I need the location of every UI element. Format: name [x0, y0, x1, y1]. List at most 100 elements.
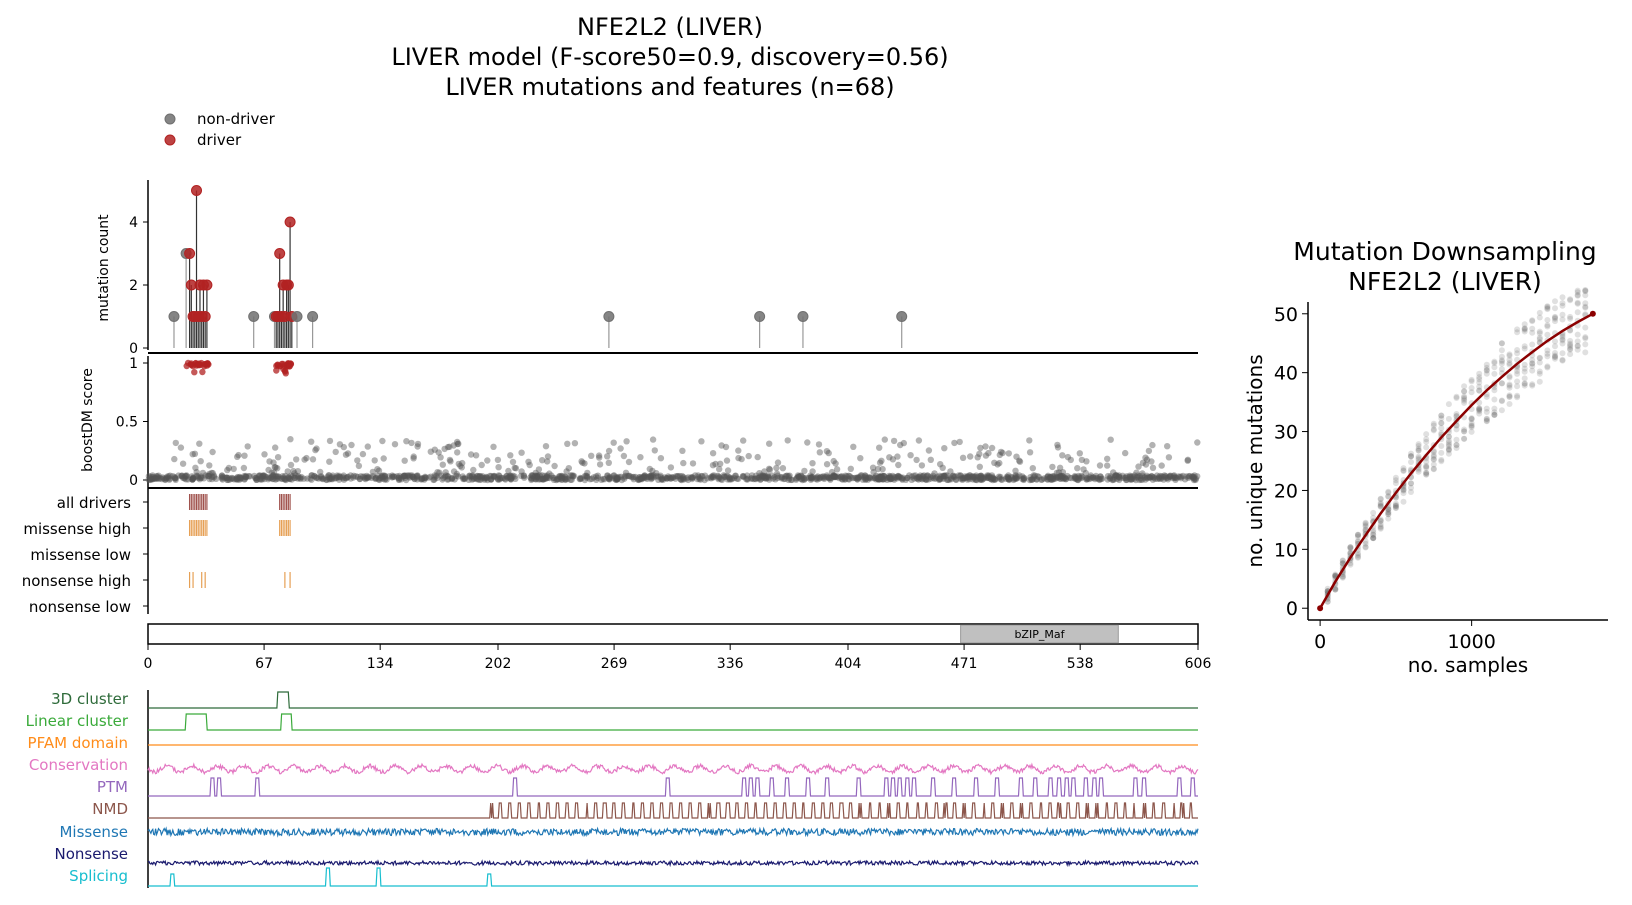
boostdm-point [533, 474, 541, 481]
boostdm-point [543, 473, 551, 481]
boostdm-point [984, 474, 991, 482]
downsampling-sample-point [1461, 393, 1468, 400]
downsampling-title-line-2: NFE2L2 (LIVER) [1348, 267, 1542, 296]
boostdm-point [484, 457, 491, 464]
downsampling-sample-point [1461, 394, 1468, 401]
boostdm-point [1028, 476, 1036, 483]
boostdm-point [915, 437, 923, 444]
downsampling-sample-point [1559, 336, 1566, 343]
boostdm-point [376, 476, 383, 484]
boostdm-point [748, 472, 756, 479]
boostdm-point [782, 473, 789, 480]
boostdm-point [757, 472, 764, 479]
boostdm-point [308, 476, 315, 483]
boostdm-point [941, 472, 948, 480]
boostdm-point [793, 475, 800, 482]
boostdm-point [527, 474, 534, 481]
boostdm-point [473, 475, 481, 483]
boostdm-point [666, 474, 673, 481]
boostdm-point [404, 472, 412, 479]
boostdm-point [648, 472, 655, 480]
boostdm-point [1068, 474, 1075, 482]
boostdm-point [502, 476, 509, 483]
boostdm-point [538, 472, 546, 479]
boostdm-point [1122, 476, 1130, 484]
downsampling-sample-point [1461, 435, 1468, 442]
lollipop-nondriver-point [754, 311, 766, 322]
boostdm-point [218, 475, 226, 482]
boostdm-point [916, 474, 923, 481]
boostdm-point [336, 472, 343, 479]
boostdm-point [313, 474, 320, 482]
boostdm-point [979, 475, 987, 483]
boostdm-point [880, 476, 887, 483]
downsampling-sample-point [1552, 355, 1558, 362]
boostdm-point [766, 466, 774, 473]
boostdm-point [694, 472, 702, 479]
boostdm-point [768, 472, 776, 479]
boostdm-point [716, 474, 723, 481]
downsampling-sample-point [1385, 509, 1392, 516]
boostdm-point [434, 469, 441, 476]
boostdm-point [1163, 474, 1170, 482]
boostdm-point [1074, 476, 1082, 484]
boostdm-point [630, 473, 637, 481]
boostdm-point [667, 475, 674, 482]
boostdm-point [1044, 473, 1051, 481]
boostdm-point [808, 475, 816, 482]
feature-label: Nonsense [55, 845, 129, 863]
boostdm-point [1142, 454, 1149, 461]
downsampling-sample-point [1521, 375, 1528, 382]
boostdm-point [562, 476, 569, 484]
boostdm-point [977, 475, 984, 482]
feature-track-line [148, 802, 1198, 819]
boostdm-point [835, 474, 843, 482]
boostdm-point [1049, 474, 1057, 482]
boostdm-point [406, 474, 413, 481]
boostdm-point [267, 474, 274, 482]
boostdm-point [1143, 472, 1151, 479]
boostdm-point [264, 474, 271, 481]
boostdm-point [242, 473, 250, 480]
boostdm-point [241, 476, 248, 483]
boostdm-point [506, 473, 513, 480]
downsampling-ytick-label: 50 [1274, 304, 1298, 326]
boostdm-point [614, 475, 621, 482]
downsampling-sample-point [1574, 343, 1581, 350]
downsampling-sample-point [1430, 456, 1437, 463]
boostdm-point [287, 436, 294, 443]
boostdm-point [1057, 473, 1065, 480]
boostdm-point [1046, 473, 1054, 481]
boostdm-point [148, 473, 155, 480]
boostdm-point [761, 474, 769, 482]
boostdm-ylabel: boostDM score [80, 368, 96, 472]
downsampling-sample-point [1370, 527, 1377, 534]
boostdm-point [708, 473, 715, 480]
boostdm-point [667, 475, 675, 482]
boostdm-point [949, 473, 957, 480]
downsampling-xtick-label: 0 [1314, 631, 1326, 653]
boostdm-point [449, 474, 456, 482]
boostdm-point [781, 475, 789, 482]
boostdm-point [1170, 472, 1177, 480]
boostdm-point [1096, 476, 1103, 484]
feature-track-line [147, 858, 1199, 868]
boostdm-point [511, 473, 518, 480]
boostdm-point [688, 475, 696, 483]
boostdm-point [450, 442, 457, 449]
boostdm-point [972, 476, 980, 483]
boostdm-point [892, 474, 899, 481]
boostdm-point [991, 459, 998, 466]
downsampling-sample-point [1483, 367, 1490, 374]
boostdm-point [792, 476, 800, 483]
downsampling-sample-point [1567, 345, 1574, 352]
boostdm-point [1172, 474, 1179, 481]
boostdm-point [838, 475, 845, 483]
boostdm-point [1113, 472, 1120, 479]
boostdm-point [1089, 474, 1097, 481]
downsampling-sample-point [1445, 415, 1452, 422]
downsampling-sample-point [1574, 299, 1581, 306]
boostdm-point [532, 475, 540, 483]
boostdm-point [1098, 475, 1106, 482]
